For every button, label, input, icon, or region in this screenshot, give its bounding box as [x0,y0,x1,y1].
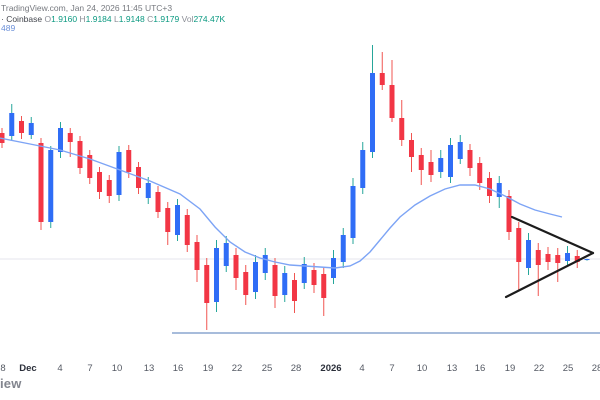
candle-body [350,186,356,238]
x-axis-label: 16 [173,363,184,374]
candle-body [457,142,463,159]
candle-body [214,248,219,302]
candle-body [438,158,444,172]
candle-body [399,118,405,140]
candle-body [184,215,190,245]
candle-body [584,259,590,261]
indicator-value: 489 [1,23,16,33]
candle-body [545,254,551,262]
candle-body [253,262,258,292]
candle-body [77,141,83,168]
open-label: O [44,14,52,24]
close-label: C [147,14,154,24]
candle-body [223,243,229,266]
x-axis-label: 19 [203,363,214,374]
high-label: H [79,14,86,24]
candle-body [165,208,171,232]
exchange-label: · Coinbase [1,14,43,24]
x-axis-label: 22 [534,363,545,374]
candle-body [301,264,307,283]
x-axis-label: 4 [359,363,364,374]
x-axis-label: 28 [592,363,600,374]
candle-body [175,205,180,235]
candle-body [506,196,512,232]
candle-body [535,250,541,265]
candle-body [272,265,278,296]
candle-body [516,228,522,262]
candle-body [28,123,34,135]
candle-body [555,255,561,263]
candle-body [282,273,288,295]
x-axis-label: 10 [112,363,123,374]
volume-label: Vol [181,14,194,24]
candle-body [233,255,239,278]
candle-body [370,73,375,152]
candle-body [311,270,317,285]
x-axis-label: 7 [389,363,394,374]
candle-body [19,121,24,133]
candle-body [409,140,414,157]
candle-body [67,133,73,142]
x-axis-label: 2026 [320,363,341,374]
candle-body [526,240,531,268]
candle-body [340,235,346,262]
triangle-lower-trendline [504,251,595,299]
candle-body [194,242,200,270]
candle-body [243,272,249,295]
x-axis-label: 13 [144,363,155,374]
close-value: 1.9179 [153,14,180,24]
candle-body [106,180,112,196]
x-axis-label: Dec [19,363,36,374]
candle-body [389,85,395,118]
low-value: 1.9148 [118,14,145,24]
candle-body [97,172,102,192]
candle-body [428,162,434,175]
x-axis-label: 8 [0,363,5,374]
x-axis-label: 13 [447,363,458,374]
x-axis-label: 28 [291,363,302,374]
ohlc-legend[interactable]: · Coinbase O1.9160 H1.9184 L1.9148 C1.91… [1,14,225,24]
ma-line [0,137,563,269]
x-axis-label: 7 [87,363,92,374]
x-axis-label: 19 [505,363,516,374]
candle-body [204,265,210,303]
candle-body [9,113,15,136]
candle-body [155,192,161,212]
candle-body [487,178,492,196]
candle-body [418,155,424,170]
x-axis-label: 10 [417,363,428,374]
candle-body [448,145,453,177]
triangle-upper-trendline [510,215,595,255]
volume-value: 274.47K [193,14,226,24]
candle-body [38,143,44,222]
chart-source-timestamp: TradingView.com, Jan 24, 2026 11:45 UTC+… [1,3,173,13]
candle-body [467,150,473,168]
candle-body [116,152,122,195]
x-axis-label: 25 [262,363,273,374]
candle-body [48,150,54,222]
candle-body [87,155,93,178]
candle-body [477,163,483,183]
candle-body [496,183,502,197]
x-axis-label: 16 [475,363,486,374]
x-axis-label: 22 [232,363,243,374]
candle-body [145,183,151,198]
candle-body [262,255,268,273]
open-value: 1.9160 [51,14,78,24]
candle-body [565,253,570,261]
candle-body [126,150,132,172]
candle-body [321,274,327,298]
x-axis-label: 25 [563,363,574,374]
x-axis-label: 4 [57,363,62,374]
candle-body [574,256,580,262]
candle-body [360,150,366,188]
low-label: L [114,14,119,24]
high-value: 1.9184 [85,14,112,24]
candle-body [58,128,63,152]
candle-body [292,280,297,301]
candle-body [379,73,385,85]
tradingview-watermark: iew [0,376,22,391]
